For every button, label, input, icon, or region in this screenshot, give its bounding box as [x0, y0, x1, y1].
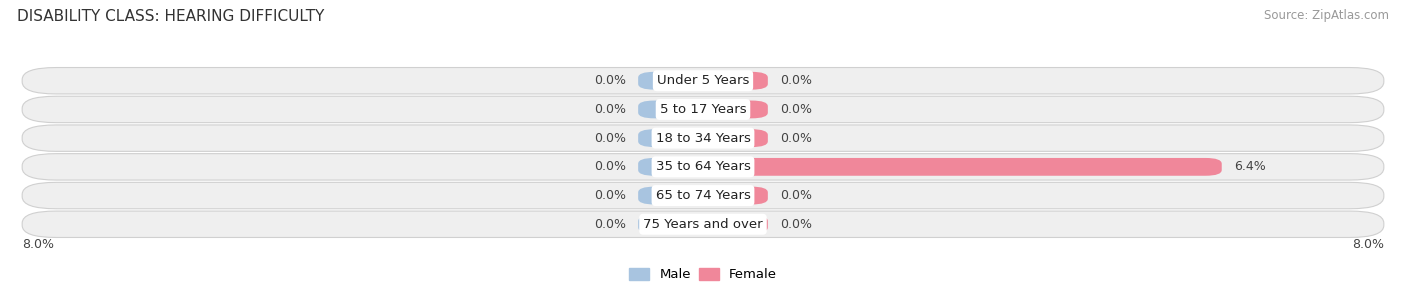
Text: 0.0%: 0.0%	[780, 218, 813, 231]
Text: 0.0%: 0.0%	[780, 189, 813, 202]
Legend: Male, Female: Male, Female	[624, 263, 782, 286]
FancyBboxPatch shape	[638, 158, 703, 176]
Text: DISABILITY CLASS: HEARING DIFFICULTY: DISABILITY CLASS: HEARING DIFFICULTY	[17, 9, 325, 24]
Text: 0.0%: 0.0%	[593, 218, 626, 231]
FancyBboxPatch shape	[22, 182, 1384, 209]
FancyBboxPatch shape	[22, 96, 1384, 123]
Text: 65 to 74 Years: 65 to 74 Years	[655, 189, 751, 202]
FancyBboxPatch shape	[703, 158, 1222, 176]
Text: 8.0%: 8.0%	[1351, 239, 1384, 251]
FancyBboxPatch shape	[22, 154, 1384, 180]
FancyBboxPatch shape	[638, 129, 703, 147]
FancyBboxPatch shape	[703, 187, 768, 204]
Text: 6.4%: 6.4%	[1234, 160, 1265, 173]
Text: 0.0%: 0.0%	[593, 189, 626, 202]
FancyBboxPatch shape	[703, 129, 768, 147]
FancyBboxPatch shape	[703, 72, 768, 90]
Text: 0.0%: 0.0%	[780, 132, 813, 145]
FancyBboxPatch shape	[22, 67, 1384, 94]
FancyBboxPatch shape	[638, 101, 703, 118]
FancyBboxPatch shape	[638, 215, 703, 233]
FancyBboxPatch shape	[638, 187, 703, 204]
Text: Source: ZipAtlas.com: Source: ZipAtlas.com	[1264, 9, 1389, 22]
Text: 0.0%: 0.0%	[780, 103, 813, 116]
Text: 0.0%: 0.0%	[593, 160, 626, 173]
Text: 8.0%: 8.0%	[22, 239, 55, 251]
Text: Under 5 Years: Under 5 Years	[657, 74, 749, 87]
FancyBboxPatch shape	[22, 211, 1384, 238]
Text: 0.0%: 0.0%	[593, 74, 626, 87]
Text: 5 to 17 Years: 5 to 17 Years	[659, 103, 747, 116]
Text: 0.0%: 0.0%	[593, 132, 626, 145]
Text: 0.0%: 0.0%	[593, 103, 626, 116]
Text: 75 Years and over: 75 Years and over	[643, 218, 763, 231]
FancyBboxPatch shape	[703, 215, 768, 233]
Text: 18 to 34 Years: 18 to 34 Years	[655, 132, 751, 145]
FancyBboxPatch shape	[22, 125, 1384, 151]
Text: 0.0%: 0.0%	[780, 74, 813, 87]
FancyBboxPatch shape	[703, 101, 768, 118]
Text: 35 to 64 Years: 35 to 64 Years	[655, 160, 751, 173]
FancyBboxPatch shape	[638, 72, 703, 90]
